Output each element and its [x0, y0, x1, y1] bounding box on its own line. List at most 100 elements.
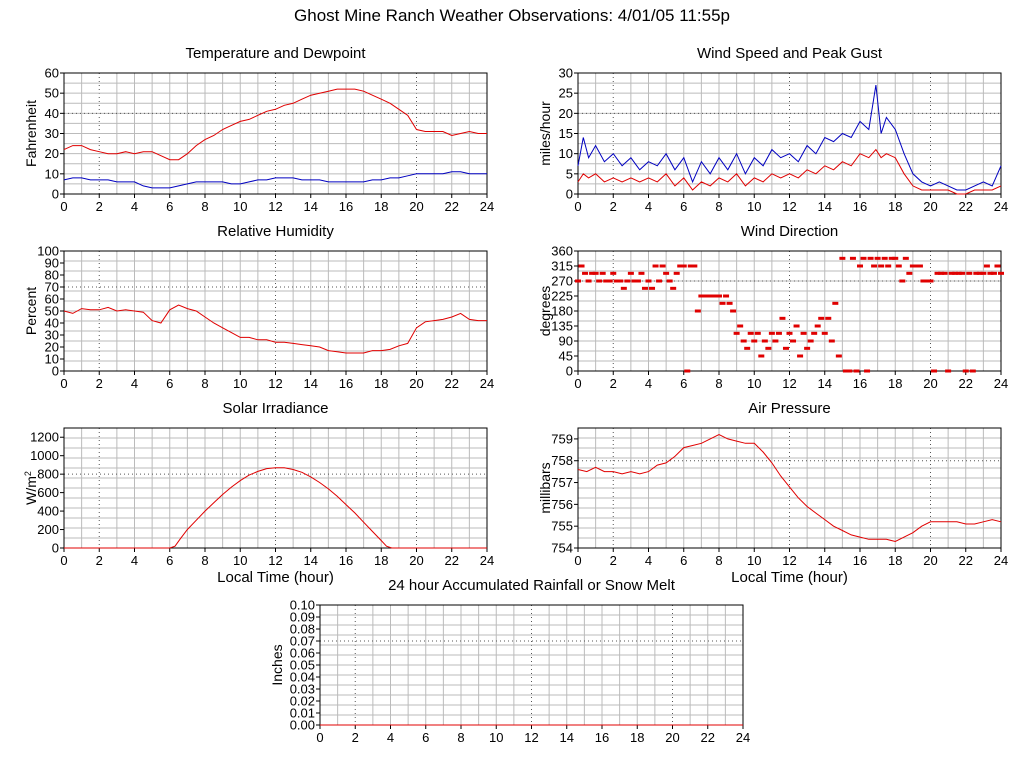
wdir-point — [857, 264, 863, 268]
wdir-point — [649, 286, 656, 290]
rain-ytick-label: 0.07 — [290, 634, 315, 649]
rh-chart: 0 2 4 6 8 10 12 14 16 18 20 22 240102030405060708090… — [23, 223, 494, 391]
wdir-point — [691, 264, 698, 268]
wdir-point — [814, 324, 821, 328]
wdir-point — [698, 294, 705, 298]
wdir-point — [874, 256, 881, 260]
wdir-xtick-label: 8 — [715, 376, 722, 391]
pressure-xtick-label: 4 — [645, 553, 652, 568]
wind-series-line-1 — [577, 148, 1002, 195]
wdir-point — [990, 271, 997, 275]
wind-xtick-label: 2 — [610, 199, 617, 214]
wdir-point — [758, 354, 765, 358]
rain-xtick-label: 16 — [595, 730, 609, 745]
wdir-point — [846, 369, 853, 373]
wdir-point — [782, 346, 789, 350]
wdir-point — [839, 256, 846, 260]
pressure-xtick-label: 18 — [888, 553, 902, 568]
wdir-xtick-label: 24 — [994, 376, 1008, 391]
rain-ytick-label: 0.02 — [290, 694, 315, 709]
solar-xtick-label: 14 — [304, 553, 318, 568]
rh-xtick-label: 18 — [374, 376, 388, 391]
wind-xtick-label: 8 — [715, 199, 722, 214]
wdir-xtick-label: 22 — [959, 376, 973, 391]
wdir-point — [853, 369, 860, 373]
temp-xtick-label: 14 — [304, 199, 318, 214]
rain-ytick-label: 0.09 — [290, 610, 315, 625]
wdir-point — [730, 309, 737, 313]
wdir-point — [969, 369, 976, 373]
wdir-point — [920, 279, 927, 283]
wdir-point — [790, 339, 797, 343]
rh-ytick-label: 60 — [45, 292, 59, 307]
rain-ytick-label: 0.08 — [290, 622, 315, 637]
rain-ytick-label: 0.03 — [290, 682, 315, 697]
wind-xtick-label: 22 — [959, 199, 973, 214]
wdir-point — [948, 271, 955, 275]
pressure-ytick-label: 759 — [551, 431, 573, 446]
solar-xtick-label: 18 — [374, 553, 388, 568]
solar-xtick-label: 2 — [96, 553, 103, 568]
rh-ytick-label: 0 — [52, 364, 59, 379]
temp-xtick-label: 2 — [96, 199, 103, 214]
solar-xtick-label: 12 — [268, 553, 282, 568]
temp-chart: 0 2 4 6 8 10 12 14 16 18 20 22 240102030405060Temper… — [23, 45, 494, 214]
wdir-point — [652, 264, 659, 268]
wdir-point — [765, 346, 772, 350]
wdir-point — [881, 256, 888, 260]
rh-xtick-label: 10 — [233, 376, 247, 391]
wdir-point — [708, 294, 715, 298]
wind-xtick-label: 0 — [574, 199, 581, 214]
solar-ytick-label: 600 — [37, 485, 59, 500]
wind-xtick-label: 16 — [853, 199, 867, 214]
rh-ytick-label: 70 — [45, 280, 59, 295]
wdir-point — [793, 324, 800, 328]
wdir-point — [606, 279, 613, 283]
rh-ylabel: Percent — [23, 287, 39, 335]
temp-xtick-label: 6 — [166, 199, 173, 214]
wdir-point — [945, 369, 952, 373]
pressure-title: Air Pressure — [748, 400, 831, 417]
wind-xtick-label: 12 — [782, 199, 796, 214]
rain-ylabel: Inches — [269, 644, 285, 685]
rh-title: Relative Humidity — [217, 223, 334, 240]
wdir-point — [627, 271, 634, 275]
wind-ytick-label: 15 — [559, 126, 573, 141]
wdir-xtick-label: 0 — [574, 376, 581, 391]
rh-ytick-label: 10 — [45, 352, 59, 367]
temp-ytick-label: 50 — [45, 86, 59, 101]
wdir-point — [684, 369, 691, 373]
pressure-xtick-label: 6 — [680, 553, 687, 568]
rh-ytick-label: 20 — [45, 340, 59, 355]
rain-ytick-label: 0.04 — [290, 670, 315, 685]
rain-ytick-label: 0.06 — [290, 646, 315, 661]
wdir-point — [828, 339, 835, 343]
rain-xtick-label: 20 — [665, 730, 679, 745]
rh-xtick-label: 12 — [268, 376, 282, 391]
wdir-point — [744, 346, 751, 350]
temp-ytick-label: 10 — [45, 166, 59, 181]
temp-xtick-label: 20 — [409, 199, 423, 214]
solar-series-line-0 — [64, 467, 487, 549]
wdir-point — [983, 264, 990, 268]
wdir-point — [842, 369, 849, 373]
rh-xtick-label: 24 — [480, 376, 494, 391]
solar-xtick-label: 10 — [233, 553, 247, 568]
wdir-point — [575, 279, 581, 283]
rh-xtick-label: 8 — [201, 376, 208, 391]
wdir-xtick-label: 10 — [747, 376, 761, 391]
solar-chart: 0 2 4 6 8 10 12 14 16 18 20 22 240200400600800100012… — [23, 400, 494, 586]
temp-title: Temperature and Dewpoint — [185, 45, 366, 62]
wdir-xtick-label: 14 — [818, 376, 832, 391]
wdir-xtick-label: 2 — [610, 376, 617, 391]
wdir-point — [906, 271, 913, 275]
solar-xtick-label: 22 — [445, 553, 459, 568]
wdir-point — [923, 279, 930, 283]
wdir-point — [800, 331, 807, 335]
wind-ytick-label: 30 — [559, 66, 573, 81]
wdir-point — [582, 271, 589, 275]
wind-ytick-label: 5 — [566, 166, 573, 181]
wdir-point — [860, 256, 867, 260]
wdir-point — [645, 279, 652, 283]
wdir-point — [656, 279, 663, 283]
